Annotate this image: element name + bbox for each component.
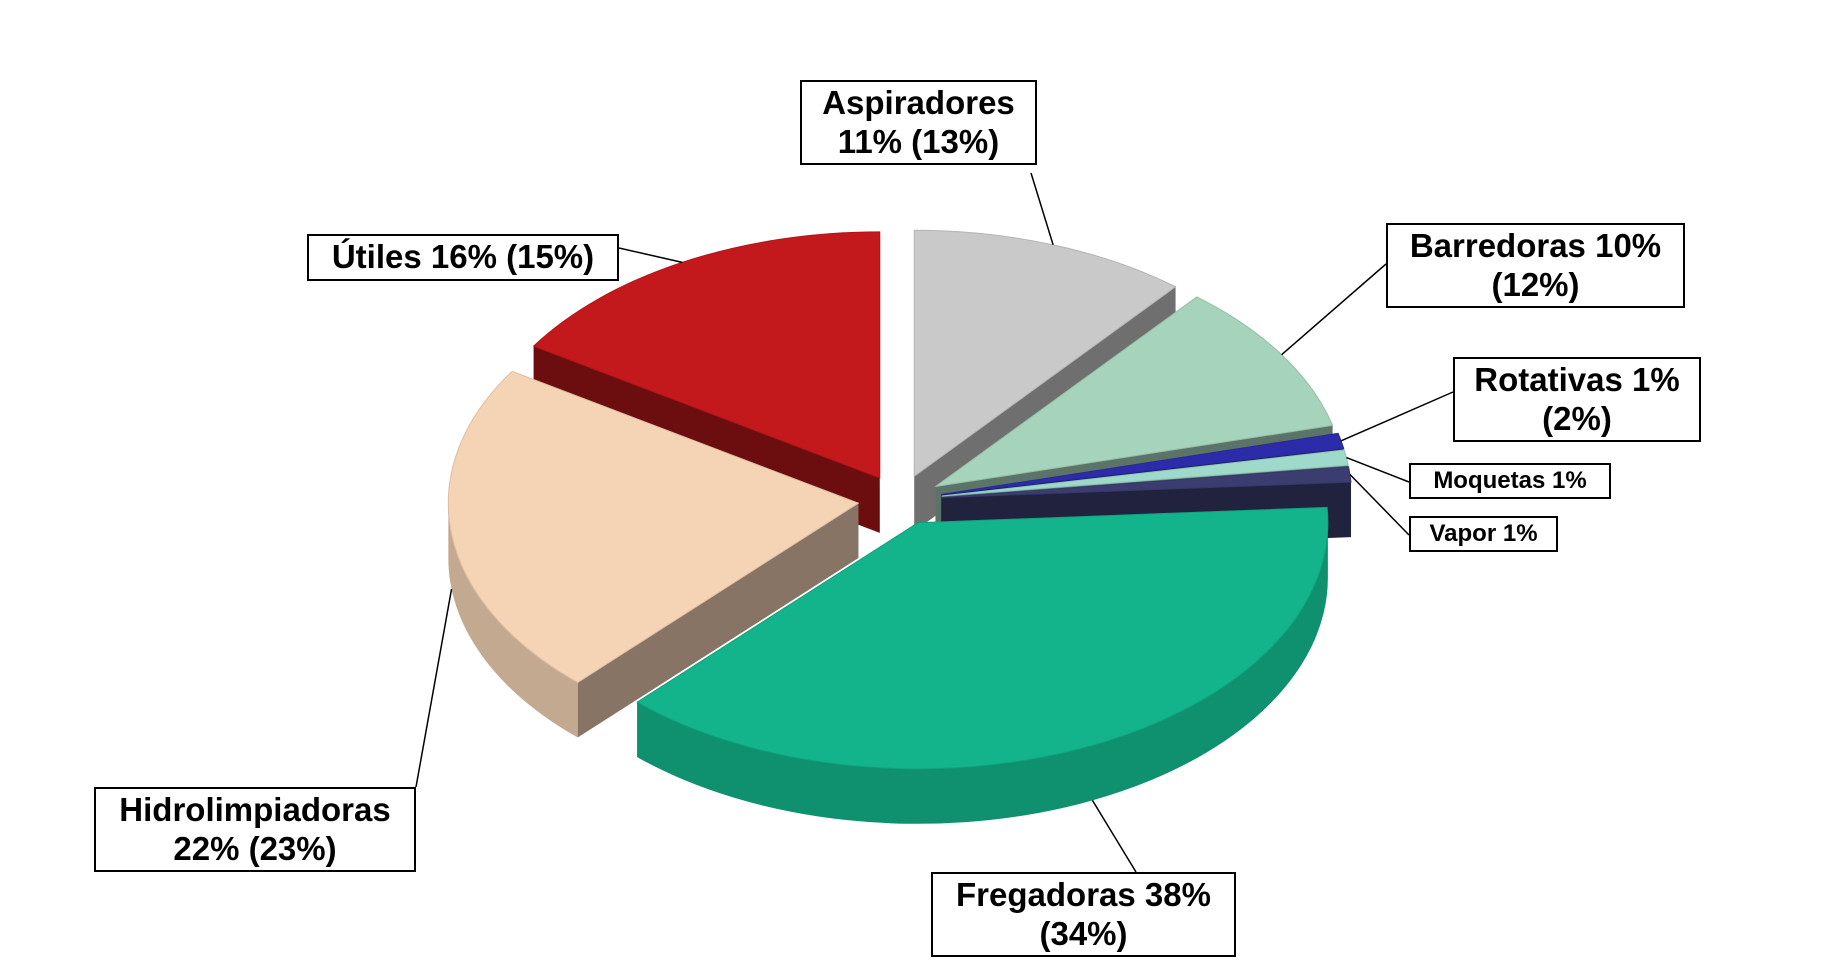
category-name: Barredoras — [1410, 227, 1586, 264]
leader-line — [416, 589, 452, 787]
category-name: Fregadoras — [956, 876, 1136, 913]
value-label: 11% (13%) — [838, 123, 999, 160]
category-name: Vapor — [1429, 520, 1496, 547]
data-label: Útiles 16% (15%) — [307, 234, 619, 281]
leader-line — [1341, 392, 1453, 441]
value-label: 16% (15%) — [431, 238, 594, 275]
value-label: 1% — [1552, 467, 1587, 494]
leader-line — [1282, 264, 1386, 355]
data-label: Aspiradores 11% (13%) — [800, 80, 1037, 165]
leader-line — [1346, 458, 1409, 482]
leader-line — [1031, 173, 1053, 245]
category-name: Aspiradores — [822, 84, 1015, 121]
category-name: Rotativas — [1474, 361, 1623, 398]
leader-line — [1092, 800, 1136, 872]
data-label: Rotativas 1% (2%) — [1453, 357, 1701, 442]
page: Aspiradores 11% (13%) Barredoras 10% (12%… — [0, 0, 1837, 970]
data-label: Vapor 1% — [1409, 516, 1558, 552]
data-label: Moquetas 1% — [1409, 463, 1611, 499]
data-label: Barredoras 10% (12%) — [1386, 223, 1685, 308]
leader-line — [619, 248, 682, 262]
value-label: 22% (23%) — [173, 830, 336, 867]
data-label: Hidrolimpiadoras 22% (23%) — [94, 787, 416, 872]
category-name: Útiles — [332, 238, 422, 275]
category-name: Hidrolimpiadoras — [119, 791, 390, 828]
value-label: 1% — [1503, 520, 1538, 547]
data-label: Fregadoras 38% (34%) — [931, 872, 1236, 957]
leader-line — [1350, 474, 1409, 535]
category-name: Moquetas — [1433, 467, 1545, 494]
